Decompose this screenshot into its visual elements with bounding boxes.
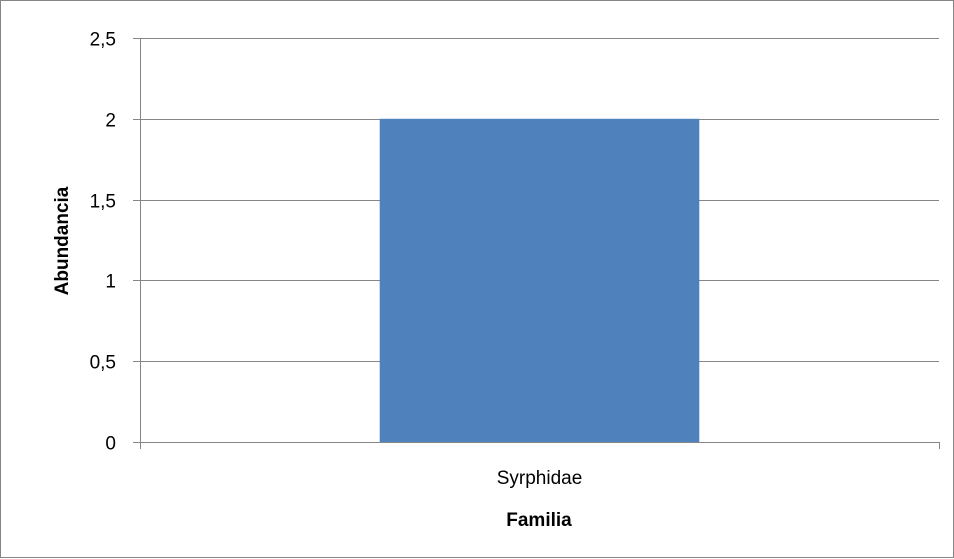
y-tick-label: 0,5: [90, 353, 116, 374]
x-tick-labels: Syrphidae: [497, 468, 583, 489]
bars: [379, 118, 700, 443]
x-axis-title: Familia: [506, 510, 572, 531]
bar: [379, 118, 700, 443]
y-tick-label: 1,5: [90, 192, 116, 213]
y-tick-label: 2: [105, 111, 116, 132]
x-tick-label: Syrphidae: [497, 468, 583, 489]
y-tick-label: 2,5: [90, 30, 116, 51]
y-tick-label: 0: [105, 434, 116, 455]
axes: [133, 38, 940, 449]
y-axis-title: Abundancia: [52, 186, 73, 295]
y-tick-label: 1: [105, 272, 116, 293]
y-tick-labels: 0 0,5 1 1,5 2 2,5: [90, 30, 116, 455]
